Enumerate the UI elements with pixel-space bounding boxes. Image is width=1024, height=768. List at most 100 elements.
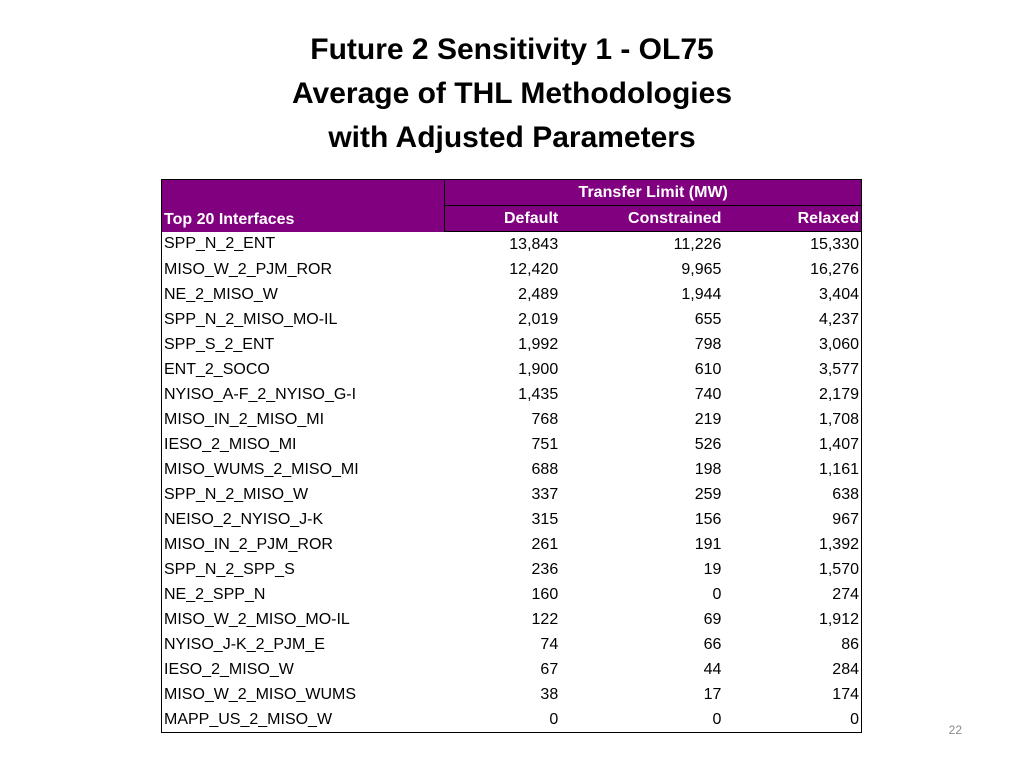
title-line-2: Average of THL Methodologies <box>291 77 733 110</box>
slide-title: Future 2 Sensitivity 1 - OL75 Average of… <box>0 28 1024 160</box>
default-value: 2,019 <box>518 310 559 328</box>
interface-name: MAPP_US_2_MISO_W <box>164 710 333 728</box>
constrained-value: 44 <box>703 660 722 678</box>
interface-name: SPP_N_2_MISO_W <box>164 485 309 503</box>
default-value: 768 <box>531 410 559 428</box>
constrained-value: 0 <box>712 585 722 603</box>
interface-name: NE_2_SPP_N <box>164 585 266 603</box>
table-row: NYISO_A-F_2_NYISO_G-I 1,435 740 2,179 <box>162 382 862 407</box>
default-value: 74 <box>540 635 559 653</box>
default-value: 236 <box>531 560 559 578</box>
default-value: 1,435 <box>518 385 559 403</box>
constrained-value: 740 <box>694 385 722 403</box>
table-row: SPP_N_2_MISO_W 337 259 638 <box>162 482 862 507</box>
relaxed-value: 3,060 <box>818 335 859 353</box>
title-line-1: Future 2 Sensitivity 1 - OL75 <box>310 33 714 66</box>
interface-name: NEISO_2_NYISO_J-K <box>164 510 324 528</box>
relaxed-value: 3,577 <box>818 360 859 378</box>
relaxed-value: 967 <box>832 510 859 528</box>
interface-name: MISO_IN_2_PJM_ROR <box>164 535 333 553</box>
constrained-value: 0 <box>712 710 722 728</box>
interface-name: NYISO_A-F_2_NYISO_G-I <box>164 385 357 403</box>
constrained-value: 1,944 <box>681 285 722 303</box>
constrained-value: 69 <box>703 610 722 628</box>
default-value: 315 <box>531 510 559 528</box>
table-row: NE_2_SPP_N 160 0 274 <box>162 582 862 607</box>
constrained-value: 219 <box>694 410 722 428</box>
table-row: MISO_IN_2_PJM_ROR 261 191 1,392 <box>162 532 862 557</box>
relaxed-value: 16,276 <box>810 260 859 278</box>
constrained-value: 610 <box>694 360 722 378</box>
relaxed-value: 1,708 <box>818 410 859 428</box>
interface-name: NYISO_J-K_2_PJM_E <box>164 635 325 653</box>
constrained-value: 9,965 <box>681 260 722 278</box>
interface-name: SPP_S_2_ENT <box>164 335 275 353</box>
relaxed-value: 4,237 <box>818 310 859 328</box>
title-line-3: with Adjusted Parameters <box>328 121 696 154</box>
default-value: 38 <box>540 685 559 703</box>
table-row: MAPP_US_2_MISO_W 0 0 0 <box>162 707 862 733</box>
table-row: NYISO_J-K_2_PJM_E 74 66 86 <box>162 632 862 657</box>
default-value: 1,900 <box>518 360 559 378</box>
constrained-value: 259 <box>694 485 722 503</box>
relaxed-value: 638 <box>832 485 859 503</box>
default-value: 160 <box>531 585 559 603</box>
table-row: MISO_IN_2_MISO_MI 768 219 1,708 <box>162 407 862 432</box>
table-row: NE_2_MISO_W 2,489 1,944 3,404 <box>162 282 862 307</box>
interface-name: SPP_N_2_MISO_MO-IL <box>164 310 338 328</box>
constrained-value: 156 <box>694 510 722 528</box>
constrained-value: 655 <box>694 310 722 328</box>
default-value: 751 <box>531 435 559 453</box>
interface-name: MISO_W_2_MISO_WUMS <box>164 685 357 703</box>
default-value: 122 <box>531 610 559 628</box>
page-number: 22 <box>948 723 962 737</box>
table-row: IESO_2_MISO_MI 751 526 1,407 <box>162 432 862 457</box>
relaxed-value: 1,407 <box>818 435 859 453</box>
column-group-header-transfer-limit: Transfer Limit (MW) <box>444 179 862 206</box>
table-row: NEISO_2_NYISO_J-K 315 156 967 <box>162 507 862 532</box>
interface-name: ENT_2_SOCO <box>164 360 270 378</box>
relaxed-value: 2,179 <box>818 385 859 403</box>
table-row: MISO_WUMS_2_MISO_MI 688 198 1,161 <box>162 457 862 482</box>
relaxed-value: 86 <box>841 635 859 653</box>
relaxed-value: 174 <box>832 685 859 703</box>
default-value: 688 <box>531 460 559 478</box>
table-row: IESO_2_MISO_W 67 44 284 <box>162 657 862 682</box>
default-value: 67 <box>540 660 559 678</box>
interface-name: NE_2_MISO_W <box>164 285 278 303</box>
constrained-value: 198 <box>694 460 722 478</box>
column-header-default: Default <box>444 205 561 232</box>
relaxed-value: 1,912 <box>818 610 859 628</box>
table-row: MISO_W_2_MISO_MO-IL 122 69 1,912 <box>162 607 862 632</box>
default-value: 12,420 <box>509 260 559 278</box>
table-row: SPP_N_2_ENT 13,843 11,226 15,330 <box>162 232 862 258</box>
constrained-value: 17 <box>703 685 722 703</box>
relaxed-value: 15,330 <box>810 235 859 253</box>
relaxed-value: 1,570 <box>818 560 859 578</box>
relaxed-value: 284 <box>832 660 859 678</box>
interface-name: MISO_WUMS_2_MISO_MI <box>164 460 359 478</box>
transfer-limit-table: Top 20 Interfaces Transfer Limit (MW) De… <box>161 179 862 733</box>
constrained-value: 19 <box>703 560 722 578</box>
constrained-value: 798 <box>694 335 722 353</box>
default-value: 13,843 <box>509 235 559 253</box>
relaxed-value: 3,404 <box>818 285 859 303</box>
default-value: 261 <box>531 535 559 553</box>
interface-name: SPP_N_2_SPP_S <box>164 560 295 578</box>
table-row: MISO_W_2_MISO_WUMS 38 17 174 <box>162 682 862 707</box>
table-row: SPP_N_2_SPP_S 236 19 1,570 <box>162 557 862 582</box>
table-row: SPP_N_2_MISO_MO-IL 2,019 655 4,237 <box>162 307 862 332</box>
interface-name: IESO_2_MISO_W <box>164 660 294 678</box>
interface-name: MISO_W_2_MISO_MO-IL <box>164 610 350 628</box>
constrained-value: 191 <box>694 535 722 553</box>
constrained-value: 526 <box>694 435 722 453</box>
table-row: MISO_W_2_PJM_ROR 12,420 9,965 16,276 <box>162 257 862 282</box>
interface-name: SPP_N_2_ENT <box>164 235 276 253</box>
interface-name: IESO_2_MISO_MI <box>164 435 297 453</box>
table-header: Top 20 Interfaces Transfer Limit (MW) De… <box>161 179 862 232</box>
default-value: 0 <box>549 710 559 728</box>
relaxed-value: 1,161 <box>818 460 859 478</box>
interface-name: MISO_IN_2_MISO_MI <box>164 410 325 428</box>
relaxed-value: 274 <box>832 585 859 603</box>
